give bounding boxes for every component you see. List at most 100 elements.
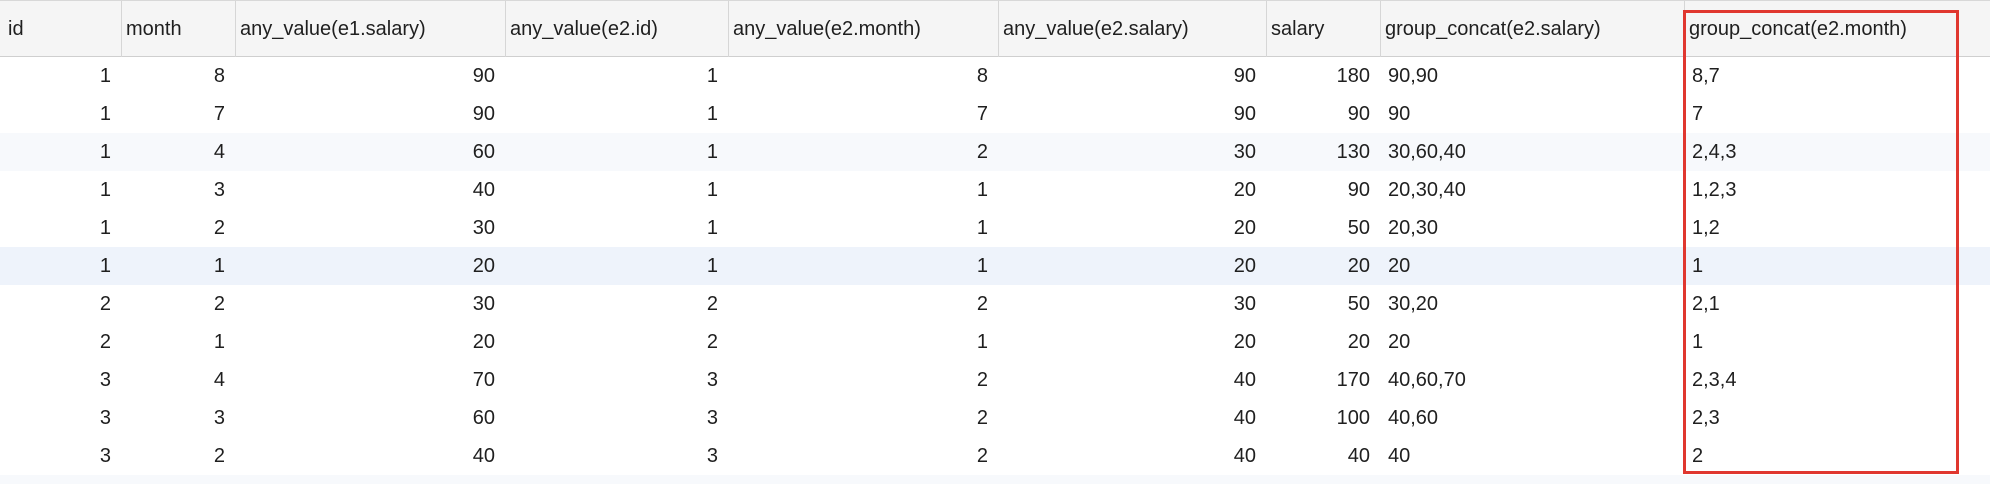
cell-month[interactable]: 4	[213, 369, 225, 391]
table-row[interactable]: 1 8 90 1 8 90 180 90,90 8,7	[0, 57, 1990, 95]
cell-any-value-e2-month[interactable]: 2	[976, 369, 988, 391]
table-row[interactable]: 3 3 60 3 2 40 100 40,60 2,3	[0, 399, 1990, 437]
cell-any-value-e1-salary[interactable]: 70	[472, 369, 495, 391]
cell-any-value-e1-salary[interactable]: 40	[472, 179, 495, 201]
cell-id[interactable]: 3	[99, 369, 111, 391]
column-header-any-value-e2-id[interactable]: any_value(e2.id)	[505, 1, 728, 57]
cell-any-value-e2-salary[interactable]: 40	[1233, 369, 1256, 391]
cell-group-concat-e2-salary[interactable]: 30,20	[1388, 293, 1439, 315]
cell-any-value-e2-month[interactable]: 1	[976, 331, 988, 353]
column-header-group-concat-e2-month[interactable]: group_concat(e2.month)	[1684, 1, 1990, 57]
cell-month[interactable]: 3	[213, 179, 225, 201]
cell-any-value-e2-id[interactable]: 1	[706, 141, 718, 163]
cell-any-value-e1-salary[interactable]: 20	[472, 331, 495, 353]
cell-any-value-e1-salary[interactable]: 40	[472, 445, 495, 467]
cell-group-concat-e2-salary[interactable]: 90	[1388, 103, 1411, 125]
cell-salary[interactable]: 50	[1347, 293, 1370, 315]
cell-any-value-e2-id[interactable]: 3	[706, 445, 718, 467]
cell-any-value-e2-id[interactable]: 1	[706, 255, 718, 277]
table-row[interactable]: 2 2 30 2 2 30 50 30,20 2,1	[0, 285, 1990, 323]
cell-any-value-e2-salary[interactable]: 20	[1233, 179, 1256, 201]
cell-month[interactable]: 8	[213, 65, 225, 87]
table-row[interactable]: 3 2 40 3 2 40 40 40 2	[0, 437, 1990, 475]
cell-month[interactable]: 3	[213, 407, 225, 429]
cell-group-concat-e2-salary[interactable]: 20,30	[1388, 217, 1439, 239]
cell-id[interactable]: 1	[99, 255, 111, 277]
cell-any-value-e2-id[interactable]: 2	[706, 331, 718, 353]
cell-id[interactable]: 3	[99, 445, 111, 467]
cell-group-concat-e2-salary[interactable]: 40	[1388, 445, 1411, 467]
cell-month[interactable]: 2	[213, 293, 225, 315]
cell-group-concat-e2-month[interactable]: 2,3,4	[1692, 369, 1737, 391]
cell-group-concat-e2-salary[interactable]: 20	[1388, 255, 1411, 277]
cell-any-value-e2-id[interactable]: 3	[706, 407, 718, 429]
cell-any-value-e2-salary[interactable]: 20	[1233, 331, 1256, 353]
table-row[interactable]: 1 4 60 1 2 30 130 30,60,40 2,4,3	[0, 133, 1990, 171]
cell-group-concat-e2-month[interactable]: 1	[1692, 255, 1704, 277]
cell-salary[interactable]: 170	[1336, 369, 1370, 391]
column-header-any-value-e2-month[interactable]: any_value(e2.month)	[728, 1, 998, 57]
table-row[interactable]: 1 7 90 1 7 90 90 90 7	[0, 95, 1990, 133]
cell-salary[interactable]: 20	[1347, 331, 1370, 353]
column-header-month[interactable]: month	[121, 1, 235, 57]
cell-any-value-e1-salary[interactable]: 30	[472, 217, 495, 239]
column-header-id[interactable]: id	[8, 18, 24, 40]
cell-month[interactable]: 2	[213, 217, 225, 239]
cell-id[interactable]: 1	[99, 179, 111, 201]
cell-group-concat-e2-salary[interactable]: 30,60,40	[1388, 141, 1466, 163]
column-header-any-value-e2-salary[interactable]: any_value(e2.salary)	[998, 1, 1266, 57]
cell-any-value-e2-salary[interactable]: 20	[1233, 217, 1256, 239]
table-row[interactable]: 1 3 40 1 1 20 90 20,30,40 1,2,3	[0, 171, 1990, 209]
cell-any-value-e2-salary[interactable]: 30	[1233, 141, 1256, 163]
cell-any-value-e2-month[interactable]: 2	[976, 141, 988, 163]
cell-group-concat-e2-salary[interactable]: 20,30,40	[1388, 179, 1466, 201]
table-row[interactable]: 1 1 20 1 1 20 20 20 1	[0, 247, 1990, 285]
cell-salary[interactable]: 100	[1336, 407, 1370, 429]
cell-group-concat-e2-salary[interactable]: 90,90	[1388, 65, 1439, 87]
cell-group-concat-e2-month[interactable]: 1,2	[1692, 217, 1720, 239]
cell-id[interactable]: 1	[99, 141, 111, 163]
cell-group-concat-e2-month[interactable]: 7	[1692, 103, 1704, 125]
column-header-group-concat-e2-salary[interactable]: group_concat(e2.salary)	[1380, 1, 1684, 57]
cell-group-concat-e2-month[interactable]: 1	[1692, 331, 1704, 353]
cell-id[interactable]: 1	[99, 103, 111, 125]
cell-any-value-e1-salary[interactable]: 60	[472, 141, 495, 163]
cell-group-concat-e2-salary[interactable]: 20	[1388, 331, 1411, 353]
cell-any-value-e2-id[interactable]: 2	[706, 293, 718, 315]
cell-salary[interactable]: 40	[1347, 445, 1370, 467]
cell-any-value-e1-salary[interactable]: 20	[472, 255, 495, 277]
cell-group-concat-e2-month[interactable]: 2,1	[1692, 293, 1720, 315]
cell-any-value-e2-salary[interactable]: 40	[1233, 407, 1256, 429]
cell-salary[interactable]: 50	[1347, 217, 1370, 239]
cell-any-value-e2-month[interactable]: 2	[976, 445, 988, 467]
cell-id[interactable]: 1	[99, 217, 111, 239]
cell-any-value-e2-month[interactable]: 2	[976, 293, 988, 315]
cell-id[interactable]: 2	[99, 331, 111, 353]
cell-any-value-e2-month[interactable]: 1	[976, 217, 988, 239]
cell-salary[interactable]: 90	[1347, 103, 1370, 125]
cell-any-value-e2-id[interactable]: 1	[706, 65, 718, 87]
cell-id[interactable]: 2	[99, 293, 111, 315]
cell-month[interactable]: 1	[213, 331, 225, 353]
table-row[interactable]: 1 2 30 1 1 20 50 20,30 1,2	[0, 209, 1990, 247]
cell-any-value-e1-salary[interactable]: 60	[472, 407, 495, 429]
cell-any-value-e2-month[interactable]: 1	[976, 179, 988, 201]
cell-any-value-e1-salary[interactable]: 30	[472, 293, 495, 315]
cell-any-value-e1-salary[interactable]: 90	[472, 103, 495, 125]
cell-any-value-e2-salary[interactable]: 40	[1233, 445, 1256, 467]
cell-group-concat-e2-month[interactable]: 1,2,3	[1692, 179, 1737, 201]
column-header-any-value-e1-salary[interactable]: any_value(e1.salary)	[235, 1, 505, 57]
cell-month[interactable]: 4	[213, 141, 225, 163]
cell-any-value-e2-salary[interactable]: 90	[1233, 103, 1256, 125]
cell-any-value-e2-id[interactable]: 1	[706, 179, 718, 201]
cell-month[interactable]: 7	[213, 103, 225, 125]
cell-salary[interactable]: 90	[1347, 179, 1370, 201]
cell-any-value-e2-month[interactable]: 8	[976, 65, 988, 87]
cell-group-concat-e2-salary[interactable]: 40,60,70	[1388, 369, 1466, 391]
cell-any-value-e2-month[interactable]: 2	[976, 407, 988, 429]
cell-group-concat-e2-salary[interactable]: 40,60	[1388, 407, 1439, 429]
cell-salary[interactable]: 130	[1336, 141, 1370, 163]
cell-any-value-e1-salary[interactable]: 90	[472, 65, 495, 87]
cell-month[interactable]: 1	[213, 255, 225, 277]
